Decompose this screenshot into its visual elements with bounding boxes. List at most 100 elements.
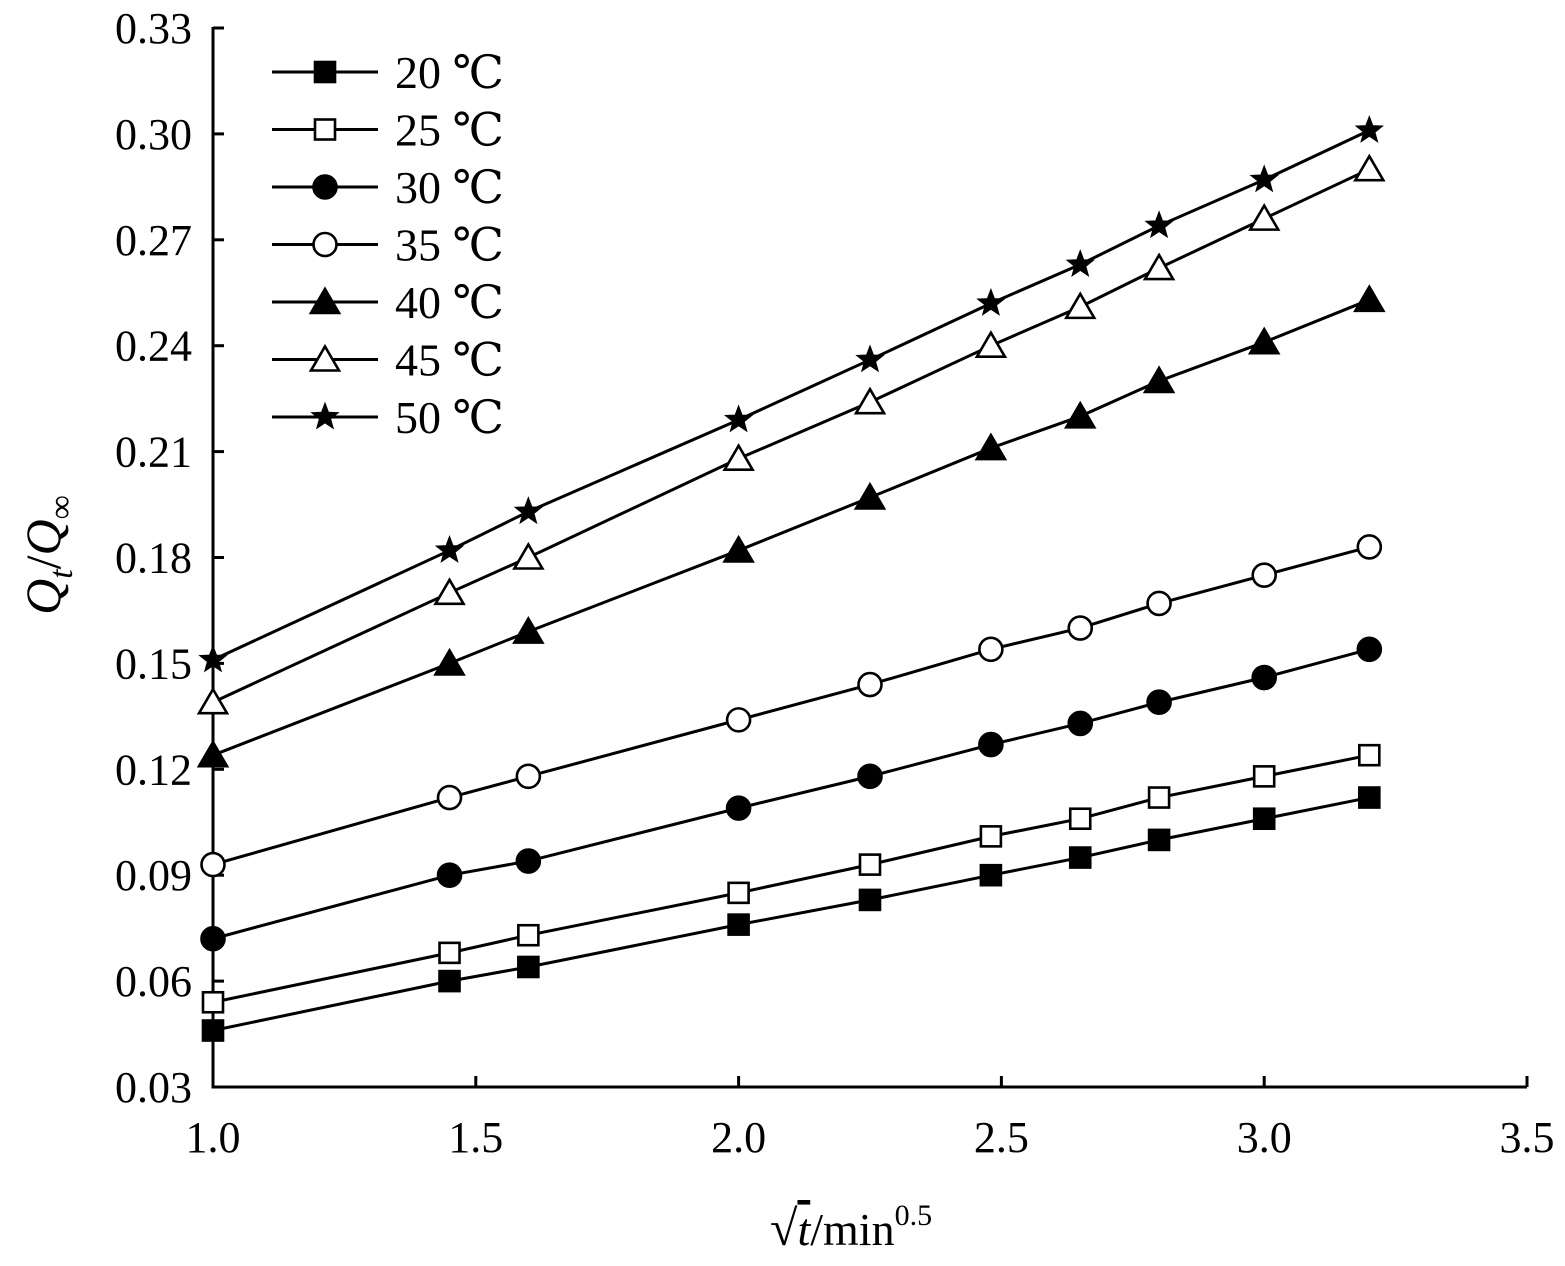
series-line	[212, 647, 1370, 941]
data-point-marker	[1251, 562, 1277, 588]
legend-marker	[312, 231, 338, 258]
x-axis-title-unit: /min	[810, 1204, 894, 1255]
data-point-marker	[434, 535, 465, 563]
series-line	[212, 796, 1370, 1032]
series-line	[212, 167, 1370, 704]
data-point-marker	[517, 955, 540, 979]
plot-area: 0.03 0.06 0.09 0.12 0.15 0.18 0.21 0.24 0.27 0.30…	[115, 4, 1555, 1162]
data-point-marker	[1144, 210, 1174, 239]
series-group	[198, 114, 1384, 673]
x-tick-label: 2.0	[711, 1113, 766, 1162]
data-point-marker	[976, 287, 1006, 316]
y-axis-title: Qt/Q∞	[15, 495, 80, 615]
y-tick-label: 0.21	[115, 428, 192, 477]
y-tick-label: 0.33	[115, 4, 192, 53]
data-point-marker	[1147, 828, 1171, 852]
data-point-marker	[978, 731, 1004, 758]
legend-item: 20 ℃	[272, 47, 504, 98]
x-axis-title-variable: t	[797, 1204, 811, 1255]
legend-item: 35 ℃	[272, 220, 504, 271]
legend-item: 50 ℃	[272, 392, 504, 443]
y-tick-label: 0.06	[115, 957, 192, 1006]
x-axis-ticks: 1.0 1.5 2.0 2.5 3.0 3.5	[186, 1076, 1555, 1162]
data-point-marker	[513, 496, 544, 525]
data-point-marker	[1354, 114, 1384, 143]
data-point-marker	[723, 404, 754, 433]
legend-label: 40 ℃	[395, 277, 504, 328]
data-point-marker	[725, 707, 752, 733]
data-point-marker	[1353, 284, 1386, 313]
legend-label: 20 ℃	[395, 47, 504, 98]
data-point-marker	[727, 881, 750, 905]
y-tick-label: 0.18	[115, 534, 192, 583]
y-axis-ticks: 0.03 0.06 0.09 0.12 0.15 0.18 0.21 0.24 0.27 0.30…	[115, 4, 224, 1112]
x-tick-label: 2.5	[974, 1113, 1029, 1162]
data-point-marker	[1068, 807, 1092, 831]
data-point-marker	[196, 686, 230, 715]
y-axis-title-subscript-t: t	[43, 568, 80, 579]
x-axis-title-radical: √	[770, 1200, 798, 1256]
x-tick-label: 3.0	[1237, 1113, 1292, 1162]
series-group	[196, 284, 1386, 768]
y-axis-title-subscript-infinity: ∞	[43, 495, 80, 519]
y-axis-title-slash: /	[15, 555, 71, 569]
x-tick-label: 1.0	[186, 1113, 241, 1162]
x-axis-title-exponent: 0.5	[895, 1199, 933, 1232]
data-point-marker	[515, 848, 542, 874]
y-tick-label: 0.30	[115, 110, 192, 159]
series-line	[212, 298, 1370, 757]
data-point-marker	[1247, 326, 1281, 355]
data-point-marker	[436, 862, 463, 889]
data-point-marker	[1142, 365, 1176, 394]
data-point-marker	[1353, 153, 1386, 182]
y-tick-label: 0.24	[115, 322, 192, 371]
legend-label: 50 ℃	[395, 392, 504, 443]
legend-marker	[308, 343, 342, 372]
data-point-marker	[722, 534, 755, 563]
data-point-marker	[201, 1019, 225, 1042]
legend-label: 30 ℃	[395, 162, 504, 213]
data-point-marker	[722, 443, 755, 471]
y-tick-label: 0.27	[115, 216, 192, 265]
data-point-marker	[1251, 664, 1277, 691]
legend-item: 45 ℃	[272, 335, 504, 386]
data-point-marker	[858, 888, 882, 912]
data-point-marker	[1358, 786, 1381, 809]
data-point-marker	[1147, 786, 1171, 809]
data-point-marker	[1063, 400, 1097, 429]
data-point-marker	[1247, 203, 1281, 231]
legend: 20 ℃ 25 ℃ 30 ℃ 35 ℃ 40 ℃ 45 ℃ 50 ℃	[272, 47, 504, 443]
series-group	[200, 636, 1383, 952]
data-point-marker	[857, 671, 883, 698]
data-point-marker	[1067, 710, 1094, 737]
data-point-marker	[978, 636, 1004, 663]
series-group	[201, 786, 1381, 1042]
data-point-marker	[1249, 164, 1279, 193]
legend-marker	[308, 286, 342, 315]
data-point-marker	[974, 330, 1008, 359]
data-point-marker	[1356, 534, 1383, 560]
y-tick-label: 0.09	[115, 851, 192, 900]
y-axis-title-q1: Q	[15, 579, 71, 615]
data-point-marker	[515, 763, 542, 790]
data-point-marker	[725, 795, 752, 821]
data-point-marker	[512, 616, 545, 644]
data-point-marker	[853, 481, 887, 510]
series-group	[196, 153, 1386, 715]
data-point-marker	[438, 941, 461, 965]
legend-item: 30 ℃	[272, 162, 504, 213]
x-tick-label: 1.5	[448, 1113, 503, 1162]
data-point-marker	[1146, 689, 1172, 716]
data-point-marker	[200, 851, 226, 878]
legend-item: 40 ℃	[272, 277, 504, 328]
legend-marker	[313, 60, 337, 84]
series-line	[212, 753, 1370, 1004]
data-point-marker	[438, 969, 461, 993]
data-point-marker	[1063, 291, 1097, 320]
x-tick-label: 3.5	[1500, 1113, 1555, 1162]
legend-marker	[313, 118, 337, 141]
data-point-marker	[855, 344, 885, 373]
data-point-marker	[436, 784, 463, 811]
data-point-marker	[1065, 249, 1095, 277]
data-point-marker	[196, 739, 230, 768]
